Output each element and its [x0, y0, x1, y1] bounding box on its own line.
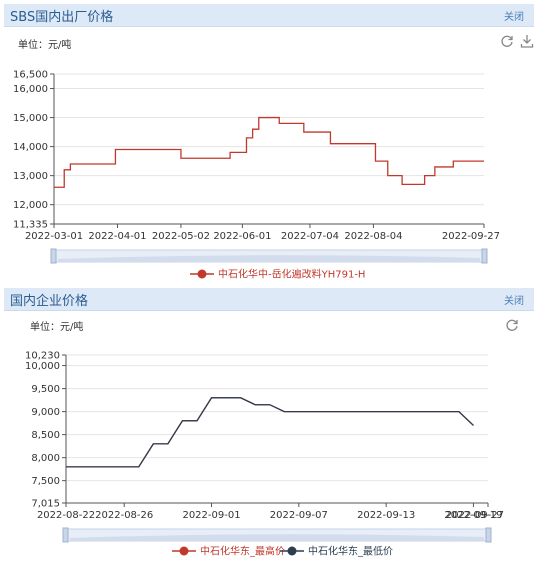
- y-tick-label: 16,000: [13, 84, 48, 95]
- zoom-slider-preview: [70, 534, 484, 541]
- x-tick-label: 2022-09-07: [270, 510, 328, 521]
- series-line: [54, 116, 484, 188]
- legend-label: 中石化华东_最低价: [308, 545, 393, 558]
- y-tick-label: 16,500: [13, 70, 48, 81]
- refresh-icon[interactable]: [500, 34, 514, 48]
- refresh-icon[interactable]: [505, 318, 519, 332]
- x-tick-label: 2022-09-13: [357, 510, 415, 521]
- y-tick-label: 7,015: [31, 499, 60, 510]
- x-tick-label: 2022-04-01: [88, 231, 146, 242]
- legend-marker: [197, 269, 207, 279]
- x-tick-label: 2022-03-01: [25, 231, 83, 242]
- panel-header: SBS国内出厂价格 关闭: [4, 4, 534, 27]
- panel-title: SBS国内出厂价格: [10, 10, 114, 25]
- y-tick-label: 10,230: [25, 351, 60, 362]
- legend-label: 中石化华中-岳化遍改料YH791-H: [218, 268, 365, 281]
- zoom-handle-left: [50, 248, 57, 264]
- sbs-price-panel: SBS国内出厂价格 关闭 单位：元/吨 11,335 12,000 13,000 14,…: [4, 4, 534, 281]
- close-button[interactable]: 关闭: [504, 296, 524, 307]
- chart-2: 单位：元/吨 7,015 7,500 8,000 8,500 9,000 9,500 10,0…: [25, 320, 504, 558]
- legend-marker: [287, 546, 297, 556]
- y-tick-label: 9,500: [31, 384, 60, 395]
- zoom-slider-preview: [58, 255, 480, 262]
- x-tick-label: 2022-08-22: [37, 510, 95, 521]
- legend-marker: [179, 546, 189, 556]
- legend-label: 中石化华东_最高价: [200, 545, 285, 558]
- y-tick-label: 13,000: [13, 171, 48, 182]
- enterprise-price-panel: 国内企业价格 关闭 单位：元/吨 7,015 7,500 8,000 8,500 9,00…: [0, 285, 548, 568]
- panel-title: 国内企业价格: [10, 294, 89, 309]
- x-tick-label: 2022-05-02: [152, 231, 210, 242]
- series-line: [66, 397, 474, 468]
- x-tick-label: 2022-09-01: [182, 510, 240, 521]
- chart-1: 单位：元/吨 11,335 12,000 13,000 14,000 15,000 16,0…: [13, 38, 500, 281]
- x-tick-label: 2022-09-27: [442, 231, 500, 242]
- unit-label: 单位：元/吨: [18, 38, 71, 51]
- y-tick-label: 14,000: [13, 142, 48, 153]
- y-tick-label: 15,000: [13, 113, 48, 124]
- close-button[interactable]: 关闭: [504, 12, 524, 23]
- zoom-handle-left: [62, 527, 69, 543]
- x-tick-label: 2022-07-04: [281, 231, 339, 242]
- x-tick-label: 2022-08-04: [344, 231, 402, 242]
- x-tick-label: 2022-08-26: [95, 510, 153, 521]
- download-icon[interactable]: [520, 34, 534, 48]
- zoom-handle-right: [485, 527, 492, 543]
- y-tick-label: 8,000: [31, 453, 60, 464]
- y-tick-label: 9,000: [31, 407, 60, 418]
- x-tick-label: 2022-06-01: [213, 231, 271, 242]
- x-tick-label: 2022-09-27: [446, 510, 504, 521]
- unit-label: 单位：元/吨: [30, 320, 83, 333]
- y-tick-label: 12,000: [13, 200, 48, 211]
- y-tick-label: 7,500: [31, 476, 60, 487]
- zoom-handle-right: [481, 248, 488, 264]
- x-tick-label: 2022-09-19: [444, 510, 502, 521]
- y-tick-label: 10,000: [25, 361, 60, 372]
- y-tick-label: 11,335: [13, 220, 48, 231]
- panel-header: 国内企业价格 关闭: [4, 288, 534, 311]
- series-line: [66, 397, 474, 468]
- y-tick-label: 8,500: [31, 430, 60, 441]
